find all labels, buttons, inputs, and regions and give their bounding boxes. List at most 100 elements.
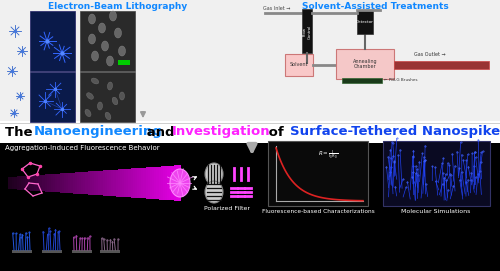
Bar [169,166,172,200]
Bar [176,165,178,201]
Bar [68,173,71,193]
Bar [156,167,159,199]
Bar [357,10,373,34]
Bar [142,168,144,198]
Bar [34,175,36,191]
Bar [178,165,180,201]
Bar [154,167,157,199]
Bar [80,11,135,71]
Bar [163,166,166,200]
Bar [146,167,148,199]
Bar [53,174,56,192]
Bar [302,9,312,53]
Ellipse shape [85,109,91,117]
Bar [120,169,122,197]
Bar [19,176,22,190]
Bar [70,173,73,193]
Bar [88,172,90,195]
Bar [167,166,170,200]
Text: $R = \frac{I}{I_0 R_0}$: $R = \frac{I}{I_0 R_0}$ [318,148,338,161]
Text: and: and [142,125,179,138]
Text: Surface-Tethered Nanospikes: Surface-Tethered Nanospikes [290,125,500,138]
Ellipse shape [112,97,118,105]
Bar [81,172,84,194]
Text: Molecular Simulations: Molecular Simulations [402,209,470,214]
Bar [139,168,142,198]
Bar [46,174,50,192]
Bar [16,176,19,190]
Bar [66,173,68,193]
Bar [118,169,120,197]
Bar [38,175,41,191]
Ellipse shape [98,102,102,110]
Bar [268,141,368,206]
Text: Flow
Control: Flow Control [302,25,312,39]
Bar [160,166,164,200]
Text: Electron-Beam Lithography: Electron-Beam Lithography [48,2,188,11]
Ellipse shape [114,28,121,38]
Bar [114,170,116,196]
Bar [14,176,17,189]
Text: Nanoengineering: Nanoengineering [34,125,163,138]
Ellipse shape [105,112,111,120]
Bar [152,167,154,199]
Ellipse shape [92,78,98,84]
Bar [36,175,38,191]
Bar [51,174,54,192]
Bar [111,170,114,196]
Bar [79,172,82,194]
Bar [72,250,92,253]
Bar [122,169,124,197]
Bar [158,166,161,199]
Ellipse shape [86,93,94,99]
Bar [94,171,96,195]
Bar [342,78,382,83]
Bar [96,171,99,195]
Bar [336,49,394,79]
Bar [60,173,62,193]
Bar [44,175,47,192]
Bar [109,170,112,196]
Bar [124,169,127,197]
Bar [86,172,88,194]
Bar [62,173,64,193]
Bar [72,173,75,193]
Bar [30,11,75,71]
Bar [172,166,174,200]
Bar [12,177,15,189]
Bar [98,171,101,195]
Ellipse shape [170,169,190,197]
Bar [128,169,131,197]
Bar [132,168,136,198]
Text: Fluorescence-based Characterizations: Fluorescence-based Characterizations [262,209,374,214]
Bar [144,167,146,198]
Bar [0,0,500,123]
Bar [100,170,103,195]
Bar [118,60,130,65]
Bar [10,177,13,189]
Bar [12,250,32,253]
Text: Detector: Detector [356,20,374,24]
Bar [394,61,489,69]
Bar [135,168,138,198]
Bar [58,173,60,192]
Ellipse shape [98,23,105,33]
Bar [28,176,30,190]
Text: of: of [264,125,288,138]
Bar [56,174,58,192]
Ellipse shape [92,51,98,61]
Bar [174,166,176,201]
Bar [40,175,43,191]
Bar [148,167,150,199]
Bar [42,250,62,253]
Bar [150,167,152,199]
Bar [8,177,10,189]
Bar [21,176,24,190]
Bar [74,172,78,194]
Bar [383,141,490,206]
Bar [77,172,80,194]
Bar [285,54,313,76]
Text: Polarized Filter: Polarized Filter [204,206,250,211]
Bar [32,175,34,191]
Text: The: The [5,125,37,138]
